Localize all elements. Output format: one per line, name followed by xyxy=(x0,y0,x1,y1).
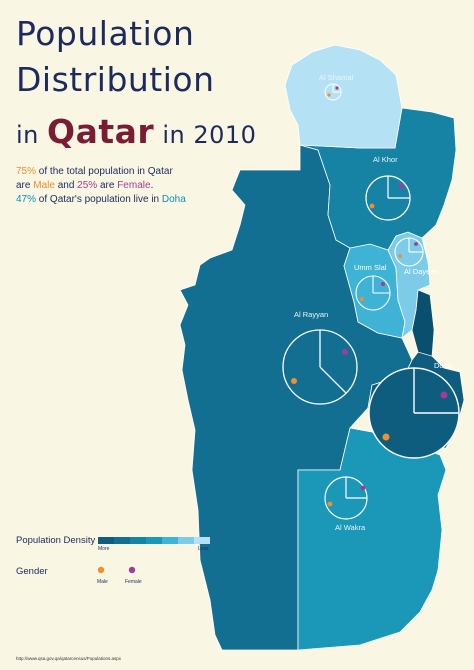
source-url: http://www.qsa.gov.qa/qatarcensus/Popula… xyxy=(16,656,121,661)
legend-male-label: Male xyxy=(97,579,108,585)
pie-al-rayyan xyxy=(282,329,358,405)
pie-umm-slal xyxy=(355,275,391,311)
pie-al-wakra xyxy=(324,476,368,520)
stat-line-3: 47% of Qatar's population live in Doha xyxy=(16,194,186,205)
stat-female-pct: 25% xyxy=(77,180,98,191)
label-al-shamal: Al Shamal xyxy=(319,73,354,82)
title-line-2: Distribution xyxy=(16,60,215,99)
stat-doha-pct: 47% xyxy=(16,194,37,205)
title-line-3: in Qatar in 2010 xyxy=(16,112,256,151)
pie-al-dayeen xyxy=(394,237,424,267)
legend-gender-title: Gender xyxy=(16,566,48,577)
legend-female-label: Female xyxy=(125,579,142,585)
stat-are-2: are xyxy=(97,180,118,191)
stat-male-word: Male xyxy=(33,180,55,191)
region-al-wakra[interactable] xyxy=(297,427,447,651)
stat-line-2: are Male and 25% are Female. xyxy=(16,180,153,191)
stat-and: and xyxy=(54,180,78,191)
label-al-khor: Al Khor xyxy=(373,155,398,164)
stat-line-1: 75% of the total population in Qatar xyxy=(16,166,173,177)
pie-al-khor xyxy=(365,175,411,221)
legend-male-dot xyxy=(97,566,105,574)
title-in: in xyxy=(16,121,39,149)
region-al-shamal[interactable] xyxy=(284,44,403,149)
label-al-wakra: Al Wakra xyxy=(335,523,366,532)
stat-are: are xyxy=(16,180,34,191)
stat-female-word: Female xyxy=(117,180,151,191)
stat-male-pct: 75% xyxy=(16,166,37,177)
label-al-rayyan: Al Rayyan xyxy=(294,310,328,319)
label-al-dayeen: Al Dayeen xyxy=(404,267,439,276)
title-line-1: Population xyxy=(16,14,195,53)
stat-dot: . xyxy=(150,180,154,191)
pie-al-shamal xyxy=(324,83,342,101)
pie-doha xyxy=(368,367,460,459)
stat-doha-word: Doha xyxy=(161,194,186,205)
title-country: Qatar xyxy=(47,112,155,151)
label-doha: Doha xyxy=(434,361,453,370)
legend-density-title: Population Density xyxy=(16,535,96,546)
legend-more: More xyxy=(98,546,110,552)
label-umm-slal: Umm Slal xyxy=(354,263,387,272)
legend-less: Less xyxy=(198,546,209,552)
stat-line-1-text: of the total population in Qatar xyxy=(36,166,173,177)
density-legend-bar xyxy=(98,537,210,544)
title-year: in 2010 xyxy=(162,121,257,149)
stat-line-3-text: of Qatar's population live in xyxy=(36,194,162,205)
legend-female-dot xyxy=(128,566,136,574)
